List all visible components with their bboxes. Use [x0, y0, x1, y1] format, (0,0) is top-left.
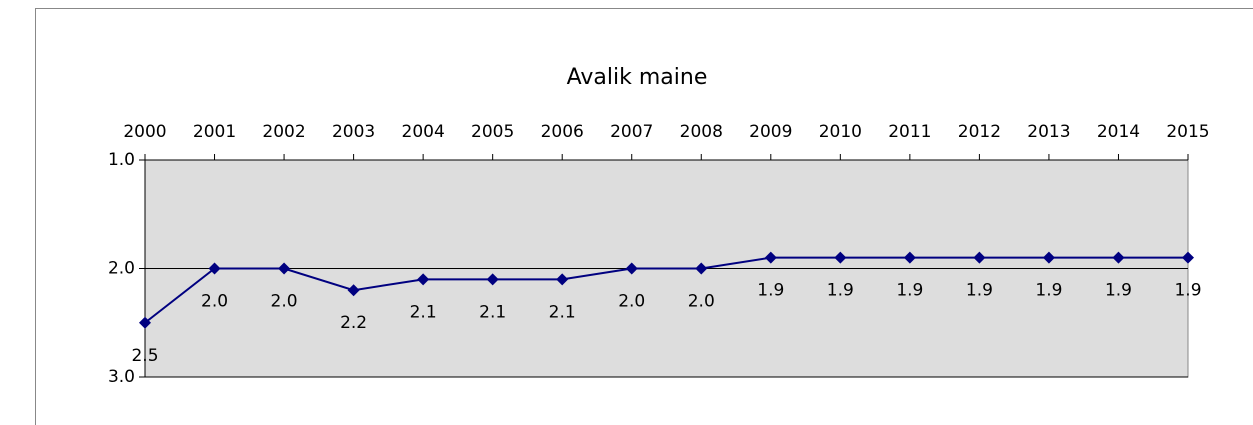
data-point	[278, 262, 291, 275]
data-point	[1182, 251, 1194, 264]
x-tick-label: 2003	[332, 122, 375, 142]
data-point	[139, 316, 151, 329]
x-tick-label: 2012	[958, 122, 1001, 142]
x-tick-label: 2004	[402, 122, 445, 142]
x-tick-label: 2008	[680, 122, 723, 142]
data-point	[1042, 251, 1055, 264]
data-label: 2.1	[410, 302, 437, 322]
data-label: 1.9	[1105, 281, 1132, 301]
data-point	[208, 262, 221, 275]
data-point	[903, 251, 916, 264]
data-label: 1.9	[896, 281, 923, 301]
data-label: 2.2	[340, 313, 367, 333]
data-label: 2.0	[688, 292, 715, 312]
data-point	[347, 284, 360, 297]
data-point	[486, 273, 499, 286]
data-label: 1.9	[827, 281, 854, 301]
x-tick-label: 2005	[471, 122, 514, 142]
data-label: 1.9	[966, 281, 993, 301]
x-tick-label: 2013	[1027, 122, 1070, 142]
series-line	[144, 256, 1188, 324]
data-point	[834, 251, 847, 264]
data-point	[1112, 251, 1125, 264]
data-label: 2.0	[271, 292, 298, 312]
data-label: 2.0	[201, 292, 228, 312]
y-tick-label: 1.0	[108, 150, 135, 170]
data-point	[695, 262, 708, 275]
x-tick-label: 2010	[819, 122, 862, 142]
x-tick-label: 2000	[123, 122, 166, 142]
data-label: 2.0	[618, 292, 645, 312]
data-label: 2.1	[549, 302, 576, 322]
x-tick-label: 2006	[541, 122, 584, 142]
x-tick-label: 2007	[610, 122, 653, 142]
data-point	[417, 273, 430, 286]
data-point	[764, 251, 777, 264]
data-label: 2.1	[479, 302, 506, 322]
data-label: 2.5	[131, 346, 158, 366]
x-tick-label: 2011	[888, 122, 931, 142]
x-tick-label: 2002	[262, 122, 305, 142]
data-point	[556, 273, 569, 286]
x-tick-label: 2015	[1166, 122, 1209, 142]
data-point	[625, 262, 638, 275]
data-label: 1.9	[757, 281, 784, 301]
data-label: 1.9	[1035, 281, 1062, 301]
chart-title: Avalik maine	[567, 65, 708, 90]
x-tick-label: 2014	[1097, 122, 1140, 142]
y-tick-label: 2.0	[108, 259, 135, 279]
y-tick-label: 3.0	[108, 367, 135, 387]
data-point	[973, 251, 986, 264]
x-tick-label: 2009	[749, 122, 792, 142]
x-tick-label: 2001	[193, 122, 236, 142]
data-label: 1.9	[1174, 281, 1201, 301]
